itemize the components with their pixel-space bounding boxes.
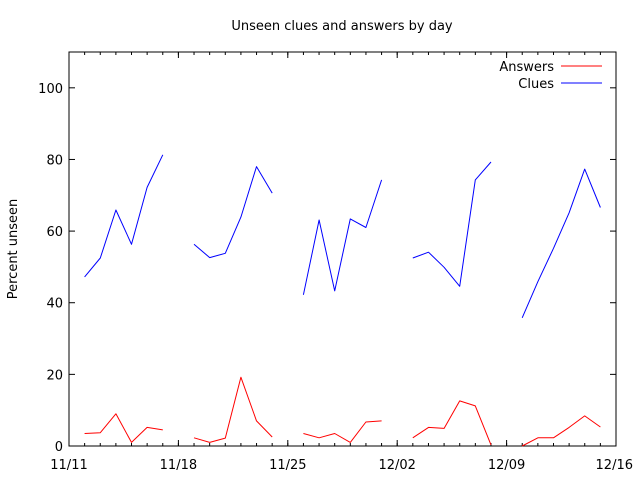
x-tick-label: 11/11 [50, 458, 87, 473]
legend: Answers Clues [499, 60, 602, 92]
y-tick-label: 60 [46, 225, 63, 240]
clues-line-segment [412, 161, 492, 287]
x-tick-label: 11/18 [160, 458, 197, 473]
x-tick-label: 12/16 [596, 458, 633, 473]
answers-line-segment [84, 413, 163, 443]
chart-title: Unseen clues and answers by day [231, 19, 453, 34]
legend-label-answers: Answers [499, 60, 554, 75]
answers-line-segment [193, 376, 273, 443]
clues-line-segment [84, 154, 164, 278]
y-tick-label: 20 [46, 368, 63, 383]
y-axis-label: Percent unseen [6, 199, 21, 300]
plot-frame [68, 51, 617, 447]
y-tick-label: 40 [46, 297, 63, 312]
answers-line-segment [303, 420, 382, 443]
y-tick-label: 80 [46, 153, 63, 168]
answers-line-segment [412, 400, 492, 446]
clues-line-segment [193, 166, 273, 259]
x-tick-label: 12/02 [378, 458, 415, 473]
clues-line-segment [521, 168, 601, 318]
x-tick-label: 12/09 [488, 458, 525, 473]
legend-label-clues: Clues [518, 77, 554, 92]
x-tick-label: 11/25 [269, 458, 306, 473]
y-tick-label: 0 [55, 440, 63, 455]
answers-line-segment [521, 415, 601, 447]
y-tick-label: 100 [38, 82, 63, 97]
clues-line-segment [302, 179, 383, 295]
y-ticks: 0 20 40 60 80 100 [38, 82, 616, 455]
series-layer [84, 154, 601, 447]
x-ticks: 11/11 11/18 11/25 12/02 12/09 12/16 [50, 52, 633, 473]
